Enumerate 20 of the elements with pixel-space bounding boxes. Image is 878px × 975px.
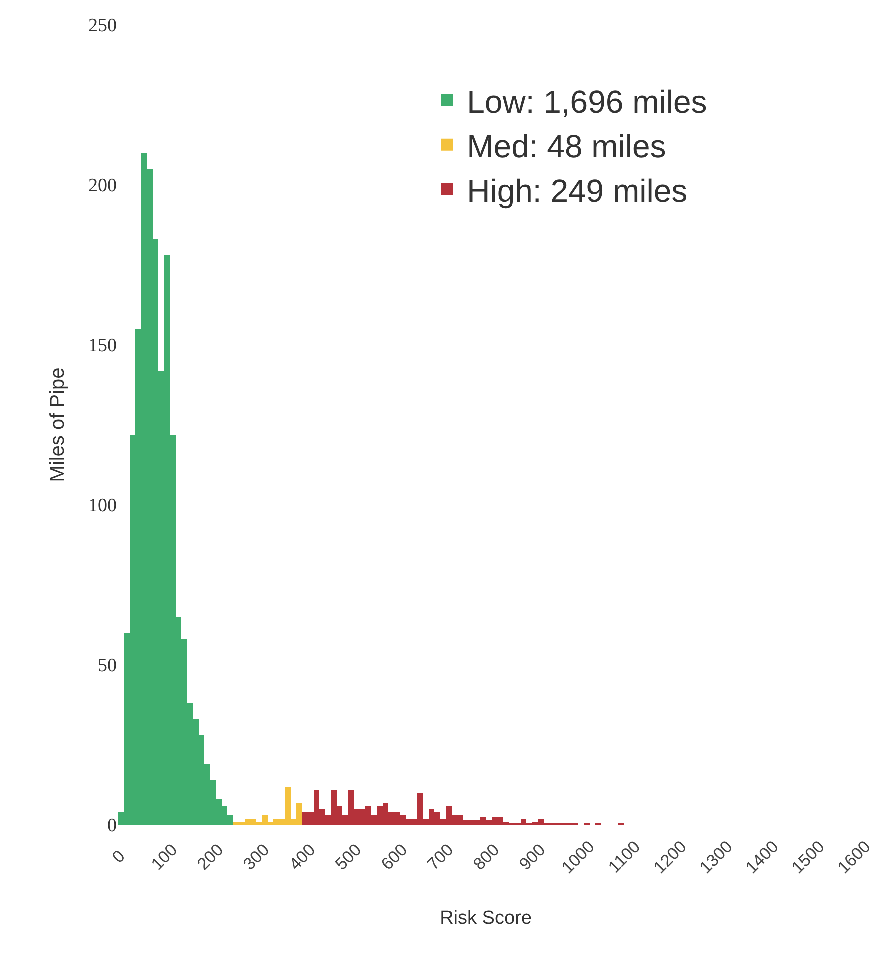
y-axis-title: Miles of Pipe bbox=[47, 368, 69, 482]
x-tick-label: 700 bbox=[424, 840, 458, 874]
x-tick-label: 100 bbox=[148, 840, 182, 874]
legend-label: High: 249 miles bbox=[467, 172, 688, 209]
x-tick-label: 900 bbox=[516, 840, 550, 874]
y-tick-label: 250 bbox=[88, 16, 117, 37]
x-tick-label: 200 bbox=[194, 840, 228, 874]
y-tick-label: 150 bbox=[88, 336, 117, 357]
legend-label: Low: 1,696 miles bbox=[467, 84, 708, 120]
x-tick-label: 300 bbox=[240, 840, 274, 874]
x-tick-label: 600 bbox=[378, 840, 412, 874]
y-tick-label: 50 bbox=[98, 656, 117, 677]
x-tick-label: 800 bbox=[470, 840, 504, 874]
legend-label: Med: 48 miles bbox=[467, 128, 666, 164]
y-tick-label: 200 bbox=[88, 176, 117, 197]
x-axis-title: Risk Score bbox=[440, 908, 532, 929]
y-tick-label: 100 bbox=[88, 496, 117, 517]
y-tick-label: 0 bbox=[108, 816, 117, 837]
x-tick-label: 400 bbox=[286, 840, 320, 874]
x-tick-label: 500 bbox=[332, 840, 366, 874]
